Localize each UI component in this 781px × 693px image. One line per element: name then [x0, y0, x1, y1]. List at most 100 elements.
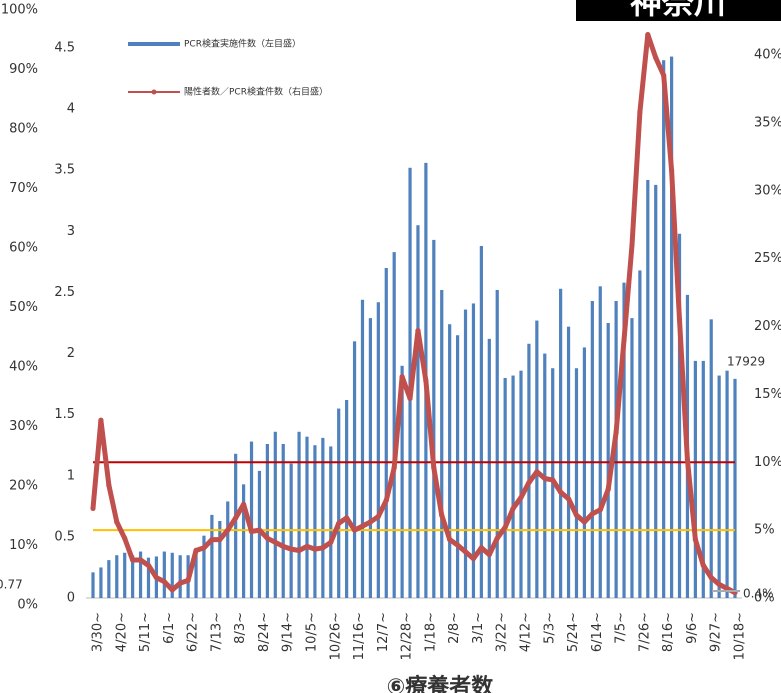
- x-tick-label: 4/20~: [114, 612, 129, 652]
- line-marker: [565, 496, 572, 502]
- bar: [234, 453, 238, 598]
- line-marker: [264, 535, 270, 541]
- y3-tick-label: 40%: [9, 360, 38, 375]
- line-marker: [225, 527, 231, 533]
- line-marker: [550, 477, 556, 483]
- line-marker: [344, 515, 350, 521]
- y3-tick-label: 60%: [9, 241, 38, 256]
- line-marker: [233, 515, 239, 521]
- line-marker: [328, 539, 334, 545]
- chart-title: ⑥療養者数: [387, 674, 495, 693]
- bar: [313, 445, 317, 598]
- line-marker: [367, 519, 374, 525]
- x-tick-label: 8/3~: [233, 612, 248, 644]
- line-marker: [447, 537, 453, 543]
- line-marker: [399, 374, 405, 380]
- bar: [535, 320, 539, 598]
- bar: [337, 408, 341, 598]
- x-tick-label: 6/1~: [162, 612, 177, 644]
- line-marker: [708, 575, 714, 581]
- line-marker: [407, 395, 413, 402]
- bar: [202, 535, 206, 598]
- legend-marker: [151, 89, 157, 95]
- x-tick-label: 3/22~: [495, 612, 510, 652]
- bar: [630, 318, 634, 598]
- line-marker: [518, 494, 524, 501]
- bar: [654, 184, 658, 598]
- line-marker: [692, 537, 698, 543]
- bar: [162, 551, 166, 598]
- x-tick-label: 6/14~: [590, 612, 605, 652]
- x-tick-label: 5/3~: [542, 612, 557, 644]
- bar: [345, 400, 349, 598]
- line-marker: [439, 512, 445, 518]
- line-marker: [629, 242, 635, 248]
- line-marker: [581, 519, 588, 525]
- y-tick-label: 3: [67, 224, 75, 239]
- line-marker: [684, 456, 691, 463]
- bar: [384, 268, 388, 598]
- line-marker: [645, 32, 651, 38]
- bar: [448, 324, 452, 598]
- bar: [669, 56, 674, 599]
- line-marker: [700, 562, 706, 569]
- x-tick-label: 7/5~: [614, 612, 629, 644]
- bar: [709, 319, 713, 598]
- line-marker: [383, 497, 389, 503]
- bar: [249, 441, 254, 598]
- y2-tick-label: 20%: [754, 319, 781, 334]
- line-marker: [145, 562, 152, 569]
- line-marker: [359, 523, 366, 529]
- bar: [527, 343, 531, 598]
- y3-tick-label: 90%: [9, 62, 38, 77]
- line: [90, 32, 737, 595]
- line-marker: [375, 513, 381, 520]
- line-marker: [494, 535, 500, 541]
- bar: [479, 246, 483, 598]
- y-tick-label: 0.5: [54, 529, 75, 544]
- bar: [733, 378, 737, 598]
- y2-tick-label: 5%: [754, 523, 775, 538]
- y3-tick-label: 10%: [9, 538, 38, 553]
- bar: [622, 282, 626, 598]
- line-marker: [510, 505, 516, 512]
- x-tick-label: 10/18~: [733, 612, 748, 660]
- bar: [99, 567, 103, 598]
- y3-tick-label: 80%: [9, 122, 38, 137]
- bar: [360, 299, 365, 598]
- bar: [432, 239, 436, 598]
- bar: [519, 370, 523, 598]
- bar: [131, 555, 135, 598]
- x-tick-label: 1/18~: [423, 612, 438, 652]
- line-marker: [122, 535, 128, 541]
- bar: [218, 521, 222, 598]
- y-tick-label: 2.5: [54, 285, 75, 300]
- bar: [463, 309, 468, 598]
- legend-label: 陽性者数／PCR検査件数（右目盛）: [184, 86, 328, 98]
- legend-label: PCR検査実施件数（左目盛）: [184, 38, 301, 50]
- bar: [273, 431, 277, 598]
- x-tick-label: 12/28~: [400, 612, 415, 660]
- x-tick-label: 2/8~: [447, 612, 462, 644]
- line-marker: [637, 109, 643, 115]
- line-marker: [589, 511, 595, 517]
- line-marker: [256, 527, 263, 533]
- bar: [91, 572, 95, 598]
- bar: [495, 290, 499, 598]
- x-tick-label: 11/16~: [352, 612, 367, 660]
- x-tick-label: 3/30~: [91, 612, 106, 652]
- x-tick-label: 3/1~: [471, 612, 486, 644]
- bar: [170, 552, 174, 598]
- bar: [440, 290, 444, 598]
- y3-tick-label: 70%: [9, 181, 38, 196]
- line-marker: [423, 378, 429, 384]
- x-tick-label: 9/6~: [685, 612, 700, 644]
- line-marker: [217, 537, 223, 543]
- bar: [194, 547, 198, 598]
- x-tick-label: 5/11~: [138, 612, 153, 652]
- line-marker: [320, 545, 326, 551]
- bar: [297, 431, 301, 598]
- bar: [487, 338, 491, 598]
- bar: [123, 552, 127, 598]
- line-marker: [248, 528, 255, 535]
